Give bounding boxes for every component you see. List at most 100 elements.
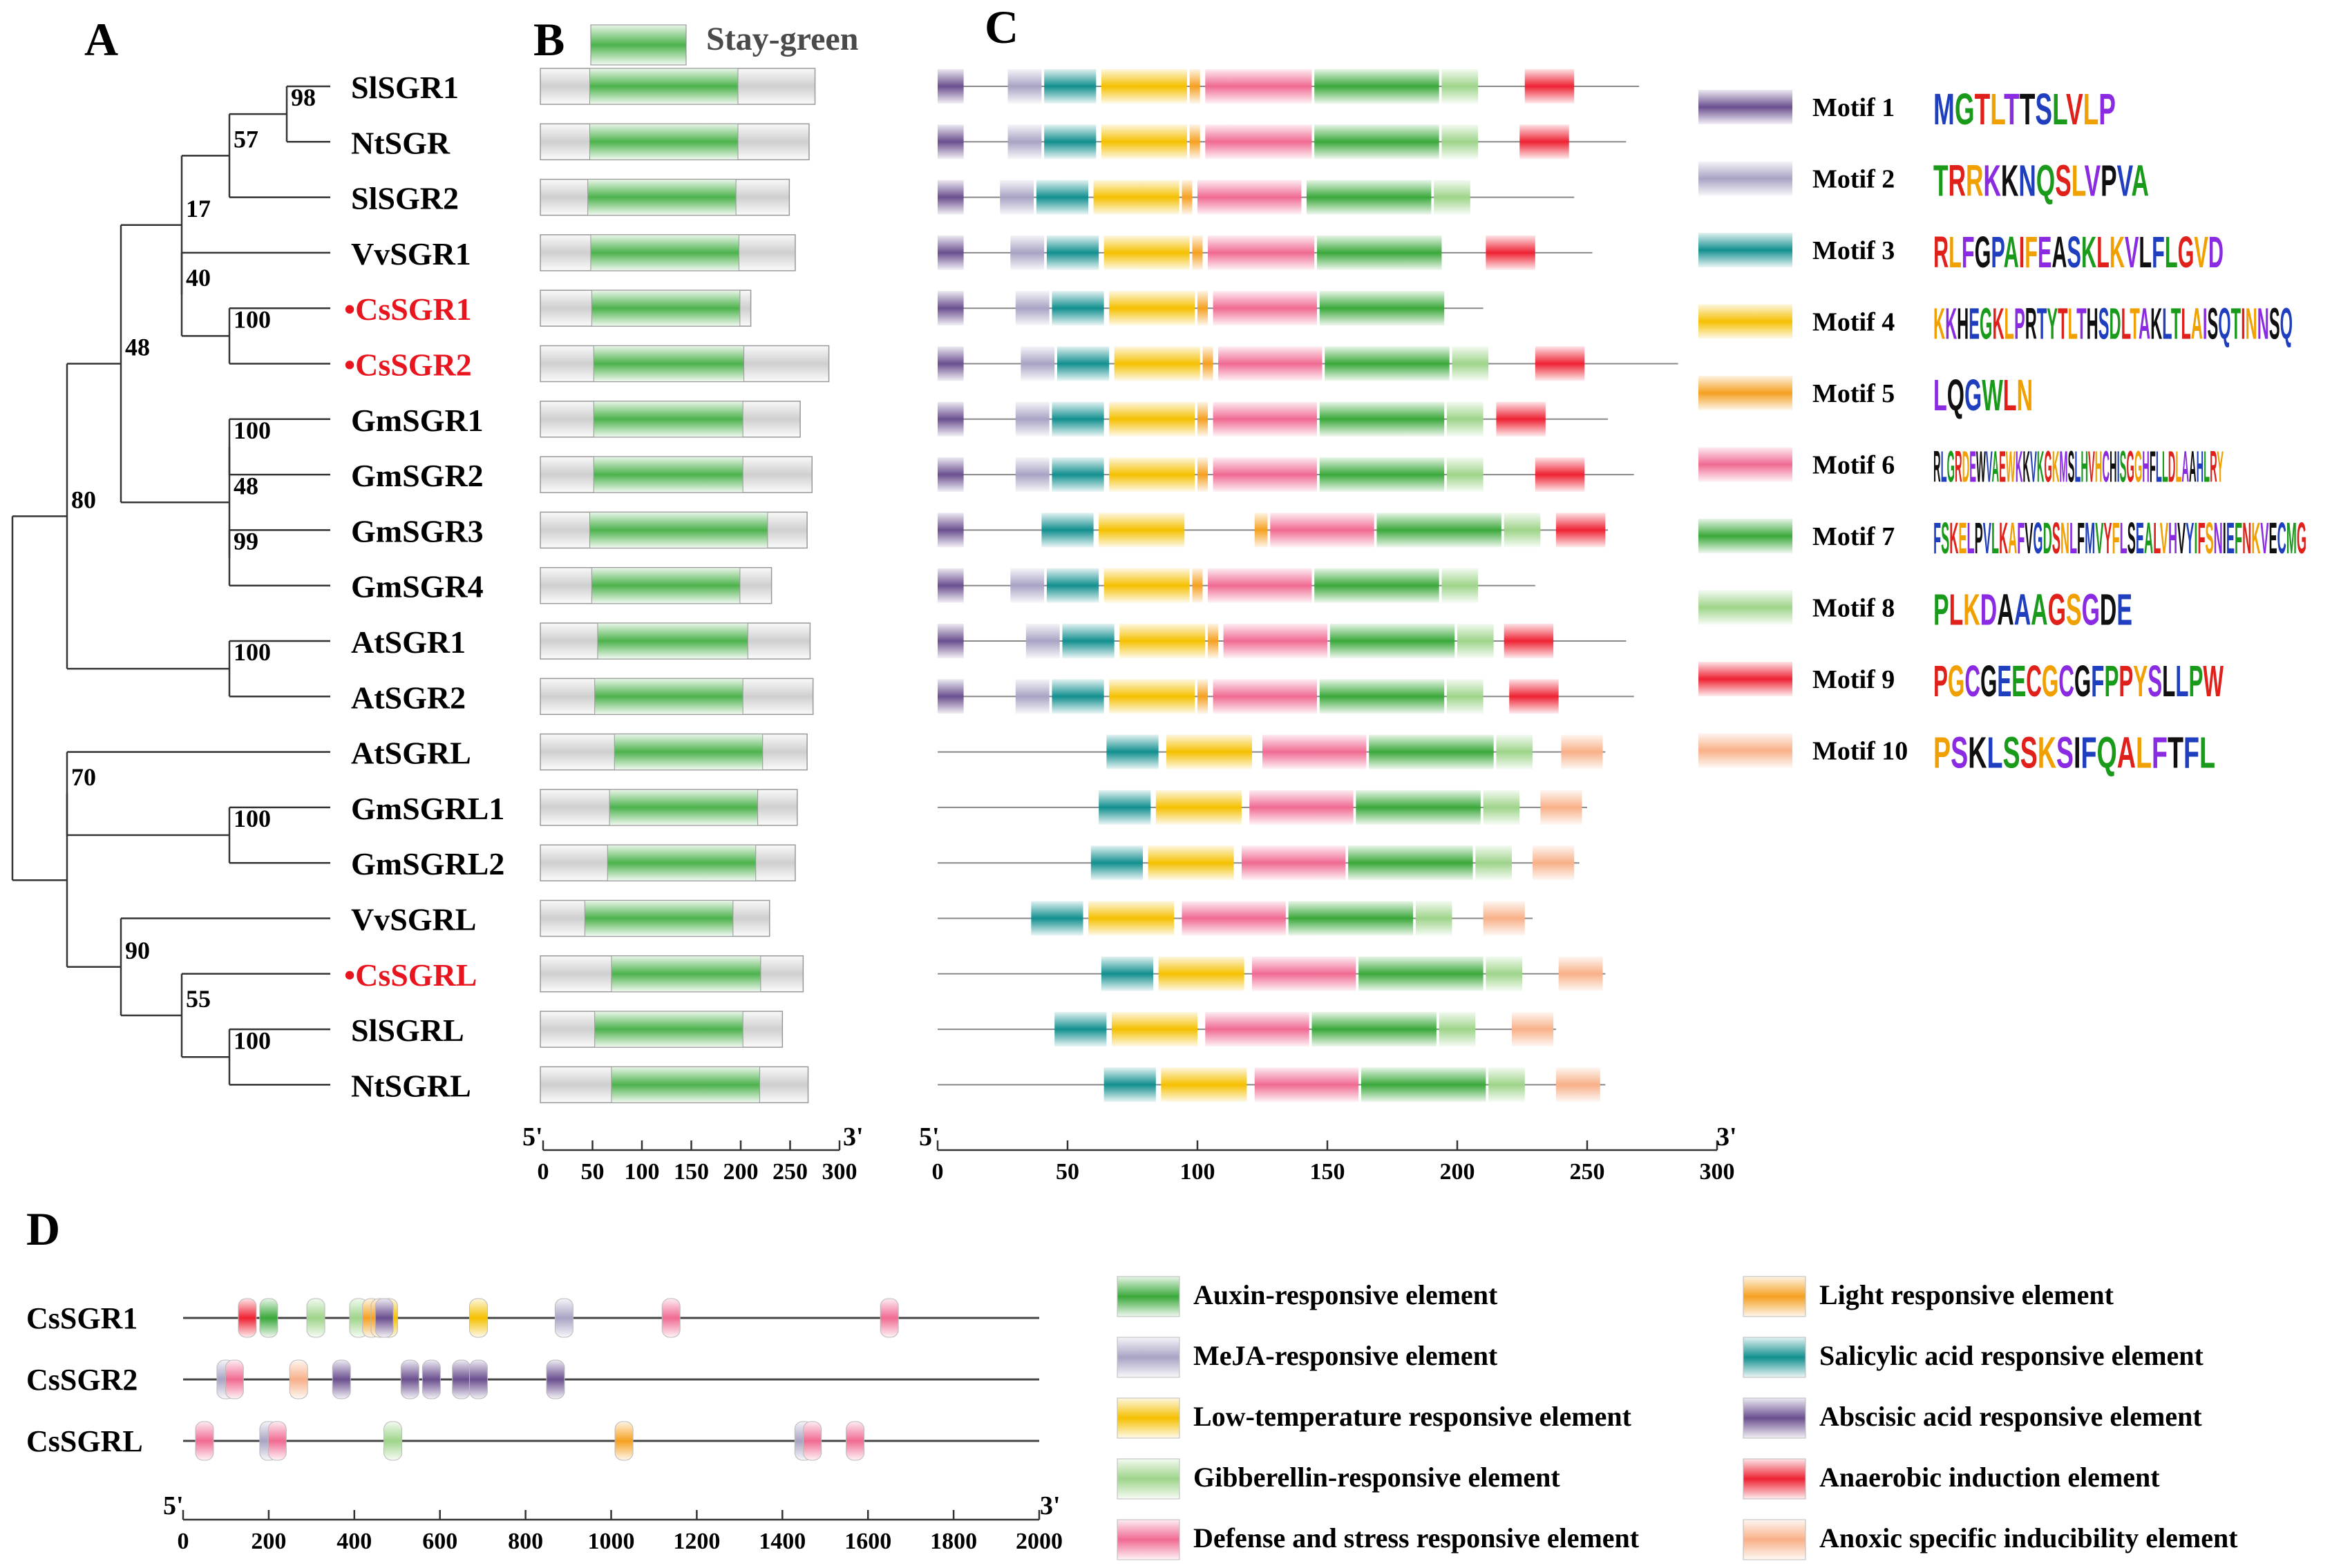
- motif-box: [1319, 291, 1445, 326]
- motif-box: [1208, 235, 1315, 270]
- motif-logo: RLFGPAIFEASKLKVLFLGVD: [1933, 227, 2224, 277]
- motif-box: [1218, 346, 1323, 381]
- motif-box: [1197, 457, 1209, 493]
- stay-green-domain: [591, 567, 741, 604]
- motif-logo: FSKELPVLKAFVGDSNLFMVYFLSEALVHVYIFSNIEFNK…: [1933, 513, 2306, 563]
- motif-box: [1109, 401, 1195, 437]
- stay-green-domain: [584, 900, 734, 937]
- motif-box: [1025, 624, 1060, 658]
- motif-box: [1488, 1067, 1525, 1102]
- motif-legend: Motif 1 MGTLTTSLVLP Motif 2 TRRKKNQSLVPVA Mo…: [1698, 84, 2306, 778]
- panel-d-tick-label: 0: [178, 1529, 189, 1554]
- axis-end-label: 3': [1716, 1122, 1737, 1151]
- gene-name: AtSGR2: [351, 680, 466, 715]
- motif-box: [938, 624, 964, 658]
- motif-box: [1010, 568, 1045, 603]
- panel-d-tick-label: 2000: [1016, 1529, 1063, 1554]
- motif-box: [1213, 291, 1317, 326]
- panel-c-tick-label: 200: [1440, 1159, 1475, 1185]
- axes: 0 50 100 150 200 250 300 0 50 100 150 200 250 300 5' 3'…: [178, 1122, 1737, 1554]
- bootstrap-value: 99: [234, 528, 258, 555]
- motif-box: [1099, 513, 1185, 548]
- motif-box: [1010, 235, 1045, 270]
- promoter-name: CsSGR1: [26, 1301, 138, 1335]
- cis-element: [332, 1359, 351, 1399]
- motif-box: [1358, 956, 1484, 991]
- bootstrap-value: 100: [234, 417, 271, 444]
- motif-box: [1205, 69, 1312, 104]
- panel-b-tick-label: 0: [538, 1159, 549, 1185]
- element-legend-swatch: [1743, 1337, 1806, 1378]
- motif-box: [1314, 69, 1439, 104]
- motif-box: [1192, 235, 1203, 270]
- element-legend-label: MeJA-responsive element: [1193, 1340, 1498, 1371]
- motif-legend-label: Motif 9: [1812, 665, 1895, 694]
- motif-box: [1197, 291, 1209, 326]
- panel-b-tick-label: 200: [723, 1159, 759, 1185]
- motif-legend-swatch: [1698, 304, 1792, 339]
- motif-box: [1254, 1067, 1359, 1102]
- motif-box: [1535, 346, 1585, 381]
- motif-box: [938, 69, 964, 104]
- panel-b-tick-label: 300: [822, 1159, 857, 1185]
- gene-name: •CsSGR1: [344, 291, 472, 327]
- stay-green-domain: [607, 844, 757, 881]
- motif-box: [1101, 124, 1187, 160]
- cis-element: [238, 1298, 257, 1338]
- axis-end-label: 3': [843, 1122, 864, 1151]
- motif-box: [1511, 1012, 1554, 1047]
- motif-box: [1441, 568, 1479, 603]
- bootstrap-values: 98 57 17 40 100 48 100 48 99 100 80 100 70 90 55 100: [71, 84, 316, 1054]
- motif-box: [938, 291, 964, 326]
- motif-box: [1446, 401, 1484, 437]
- motif-box: [1046, 568, 1099, 603]
- panel-label-a: A: [84, 13, 118, 66]
- bootstrap-value: 80: [71, 486, 96, 513]
- motif-box: [1031, 901, 1083, 936]
- motif-box: [1213, 457, 1317, 493]
- motif-logo: PSKLSSKSIFQALFTFL: [1933, 728, 2215, 778]
- motif-logo: RLGRDEWVAEWKKVKGKMSLHVHCHISGGHFLLDLAAHLR…: [1933, 442, 2224, 492]
- motif-logo: LQGWLN: [1933, 370, 2033, 420]
- stay-green-domain: [593, 456, 743, 493]
- motif-box: [1103, 1067, 1156, 1102]
- element-legend-label: Anoxic specific inducibility element: [1819, 1522, 2238, 1553]
- element-legend-swatch: [1117, 1519, 1180, 1560]
- motif-box: [938, 235, 964, 270]
- panel-d-tick-label: 1800: [930, 1529, 977, 1554]
- cis-element: [421, 1359, 441, 1399]
- motif-box: [1509, 679, 1559, 714]
- motif-box: [1182, 901, 1286, 936]
- motif-legend-swatch: [1698, 90, 1792, 124]
- stay-green-domain: [594, 678, 743, 715]
- gene-name: GmSGR3: [351, 513, 484, 548]
- motif-legend-label: Motif 6: [1812, 451, 1895, 480]
- element-legend-swatch: [1743, 1458, 1806, 1500]
- motif-box: [1021, 346, 1055, 381]
- motif-box: [938, 679, 964, 714]
- motif-box: [1093, 180, 1179, 215]
- motif-box: [1446, 679, 1484, 714]
- motif-box: [1111, 1012, 1197, 1047]
- panel-d-tick-label: 400: [337, 1529, 372, 1554]
- motif-box: [1325, 346, 1450, 381]
- motif-legend-swatch: [1698, 161, 1792, 196]
- bootstrap-value: 57: [234, 125, 258, 153]
- motif-box: [1056, 346, 1110, 381]
- motif-box: [1555, 513, 1606, 548]
- gene-name: SlSGR1: [351, 70, 459, 105]
- motif-box: [1262, 734, 1367, 769]
- motif-box: [1192, 568, 1203, 603]
- bootstrap-value: 90: [125, 937, 150, 964]
- bootstrap-value: 70: [71, 763, 96, 791]
- phylogenetic-tree: [11, 85, 330, 1086]
- motif-legend-swatch: [1698, 733, 1792, 768]
- gene-name: NtSGRL: [351, 1068, 471, 1103]
- motif-legend-label: Motif 7: [1812, 522, 1895, 551]
- motif-logo: PLKDAAAGSGDE: [1933, 585, 2132, 635]
- motif-box: [1213, 401, 1317, 437]
- motif-box: [1109, 457, 1195, 493]
- motif-box: [1483, 901, 1525, 936]
- stay-green-domain: [611, 1066, 760, 1103]
